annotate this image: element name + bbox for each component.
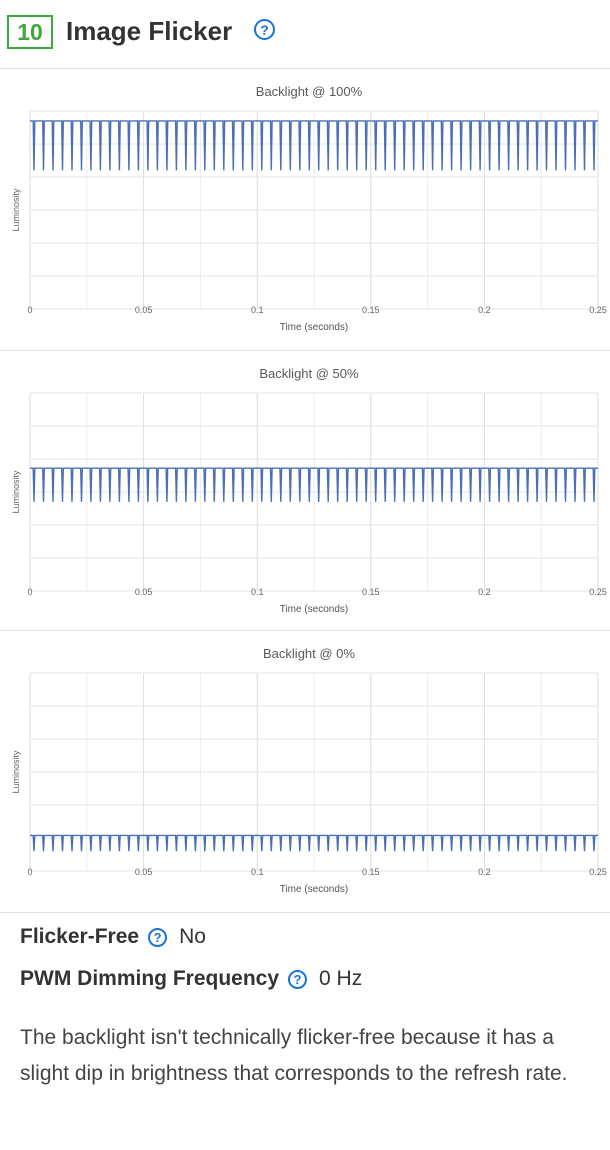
spec-flicker-free: Flicker-Free ? No [20,923,206,951]
x-tick-label: 0.1 [251,305,264,315]
spec-value: No [179,925,206,948]
spec-label: Flicker-Free [20,925,140,948]
chart-backlight-0: Backlight @ 0% Luminosity 0 0.05 0.1 0.15 0.2 0… [0,630,610,910]
x-tick-label: 0.15 [362,587,380,597]
chart-title: Backlight @ 100% [256,84,363,99]
x-axis-label: Time (seconds) [280,322,349,333]
x-axis-label: Time (seconds) [280,884,349,895]
chart-svg: Backlight @ 100% Luminosity 0 0.05 0.1 0.15 0.… [11,84,607,333]
chart-svg: Backlight @ 50% Luminosity 0 0.05 0.1 0.15 0.2… [11,366,607,615]
chart-title: Backlight @ 50% [259,366,359,381]
x-tick-label: 0.25 [589,867,607,877]
x-axis-label: Time (seconds) [280,604,349,615]
x-tick-label: 0.1 [251,867,264,877]
x-tick-label: 0.2 [478,587,491,597]
chart-title: Backlight @ 0% [263,646,355,661]
y-axis-label: Luminosity [11,188,21,232]
luminosity-series-line [30,834,598,852]
y-axis-label: Luminosity [11,750,21,794]
x-tick-label: 0.1 [251,587,264,597]
y-axis-label: Luminosity [11,470,21,514]
help-icon[interactable]: ? [148,927,168,947]
spec-value: 0 Hz [319,967,363,990]
help-icon[interactable]: ? [288,969,308,989]
x-tick-label: 0.15 [362,867,380,877]
description-text: The backlight isn't technically flicker-… [20,1026,568,1085]
chart-backlight-50: Backlight @ 50% Luminosity 0 0.05 0.1 0.15 0.2… [0,350,610,630]
x-tick-label: 0 [27,867,32,877]
x-tick-label: 0.05 [135,305,153,315]
x-tick-label: 0.2 [478,305,491,315]
section-header: 10 Image Flicker ? [0,0,610,66]
spec-pwm-frequency: PWM Dimming Frequency ? 0 Hz [20,965,362,993]
x-tick-label: 0.25 [589,305,607,315]
x-tick-label: 0 [27,305,32,315]
x-tick-label: 0.05 [135,587,153,597]
x-tick-label: 0.15 [362,305,380,315]
section-number-badge: 10 [7,15,53,49]
luminosity-series-line [30,467,598,502]
chart-svg: Backlight @ 0% Luminosity 0 0.05 0.1 0.15 0.2 0… [11,646,607,895]
chart-backlight-100: Backlight @ 100% Luminosity 0 0.05 0.1 0.15 0.… [0,68,610,348]
section-title: Image Flicker [66,16,233,46]
help-icon[interactable]: ? [254,19,275,40]
spec-label: PWM Dimming Frequency [20,967,280,990]
luminosity-series-line [30,120,598,171]
x-tick-label: 0.05 [135,867,153,877]
x-tick-label: 0.25 [589,587,607,597]
x-tick-label: 0.2 [478,867,491,877]
specs-section: Flicker-Free ? No PWM Dimming Frequency … [0,912,610,990]
x-tick-label: 0 [27,587,32,597]
